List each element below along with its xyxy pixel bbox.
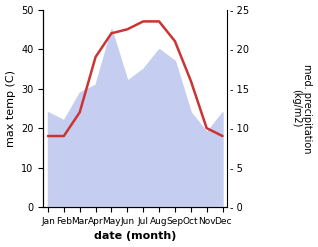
- X-axis label: date (month): date (month): [94, 231, 176, 242]
- Y-axis label: max temp (C): max temp (C): [5, 70, 16, 147]
- Y-axis label: med. precipitation
(kg/m2): med. precipitation (kg/m2): [291, 64, 313, 153]
